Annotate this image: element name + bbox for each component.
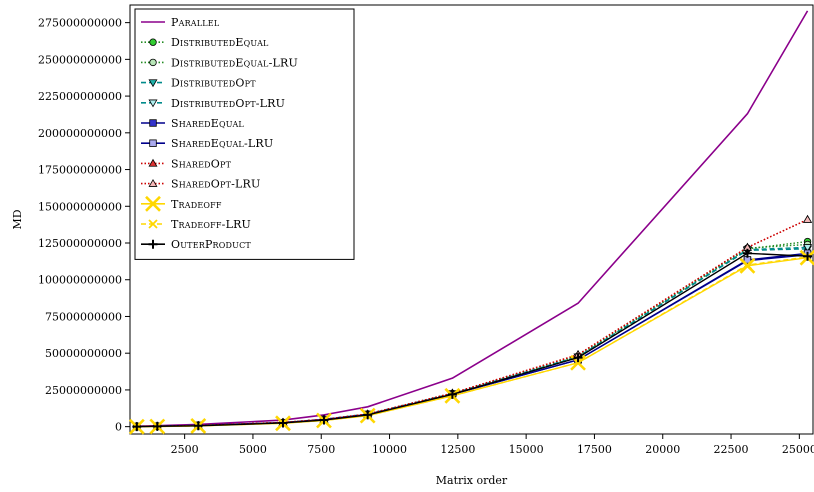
y-tick-label: 200000000000 — [38, 127, 122, 140]
series-line — [136, 10, 809, 428]
legend-label: DistributedEqual-LRU — [171, 56, 298, 69]
x-tick-label: 17500 — [577, 443, 612, 456]
series-line — [136, 243, 808, 428]
data-point — [149, 139, 157, 147]
y-tick-label: 0 — [115, 421, 122, 434]
x-tick-label: 15000 — [509, 443, 544, 456]
legend-entry: SharedEqual-LRU — [141, 137, 273, 150]
legend-label: DistributedOpt-LRU — [171, 97, 285, 110]
y-tick-label: 50000000000 — [45, 347, 122, 360]
legend-label: Tradeoff — [171, 198, 222, 211]
data-point — [803, 244, 813, 253]
legend-entry: SharedOpt-LRU — [141, 178, 260, 191]
data-point — [803, 251, 813, 261]
data-point — [145, 195, 161, 212]
series-line — [136, 218, 808, 428]
series-outerproduct — [132, 248, 813, 432]
y-tick-label: 275000000000 — [38, 17, 122, 30]
data-point — [148, 239, 158, 249]
legend-entry: SharedOpt — [141, 157, 232, 170]
legend-label: DistributedOpt — [171, 77, 256, 90]
data-point — [152, 421, 162, 431]
y-tick-label: 225000000000 — [38, 90, 122, 103]
x-tick-label: 12500 — [440, 443, 475, 456]
legend-label: OuterProduct — [171, 238, 251, 251]
y-tick-label: 125000000000 — [38, 237, 122, 250]
x-axis: 2500 5000 7500 10000 12500 15000 17500 20000 225… — [171, 434, 814, 456]
data-point — [319, 415, 329, 425]
x-tick-label: 5000 — [239, 443, 267, 456]
y-tick-label: 100000000000 — [38, 274, 122, 287]
y-tick-label: 175000000000 — [38, 164, 122, 177]
data-point — [742, 248, 752, 258]
data-point — [149, 38, 157, 46]
legend-label: DistributedEqual — [171, 36, 269, 49]
data-point — [363, 410, 373, 420]
y-axis: 0 25000000000 50000000000 75000000000 100000… — [38, 17, 130, 434]
y-tick-label: 25000000000 — [45, 384, 122, 397]
legend-entry: Tradeoff-LRU — [141, 218, 251, 231]
data-point — [742, 260, 753, 270]
legend-entry: DistributedOpt-LRU — [141, 97, 285, 110]
x-tick-label: 22500 — [714, 443, 749, 456]
data-point — [278, 418, 288, 428]
data-point — [149, 58, 157, 67]
legend-label: Parallel — [171, 16, 220, 29]
series-layer — [128, 10, 814, 435]
x-tick-label: 20000 — [645, 443, 680, 456]
data-point — [148, 178, 158, 187]
data-point — [573, 353, 583, 363]
data-point — [193, 421, 203, 431]
legend-entry: DistributedOpt — [141, 77, 256, 90]
legend: Parallel DistributedEqual DistributedEqual… — [134, 8, 355, 260]
x-tick-label: 10000 — [372, 443, 407, 456]
y-tick-label: 250000000000 — [38, 53, 122, 66]
legend-label: SharedOpt-LRU — [171, 178, 260, 191]
legend-label: SharedEqual-LRU — [171, 137, 273, 150]
data-point — [148, 79, 158, 88]
series-line — [136, 252, 808, 428]
legend-entry: Tradeoff — [141, 195, 222, 212]
data-point — [148, 219, 158, 229]
data-point — [132, 422, 142, 432]
data-point — [149, 119, 157, 127]
y-axis-title: MD — [11, 209, 24, 229]
plot-frame — [129, 4, 814, 435]
data-point — [803, 214, 813, 223]
legend-entry: Parallel — [141, 16, 220, 29]
x-axis-title: Matrix order — [436, 474, 508, 487]
data-point — [573, 358, 583, 368]
legend-label: SharedOpt — [171, 157, 232, 170]
legend-label: SharedEqual — [171, 117, 244, 130]
series-parallel — [136, 10, 809, 428]
legend-entry: SharedEqual — [141, 117, 244, 130]
data-point — [447, 389, 457, 399]
y-tick-label: 75000000000 — [45, 310, 122, 323]
x-tick-label: 7500 — [307, 443, 335, 456]
x-tick-label: 25000 — [782, 443, 814, 456]
x-tick-label: 2500 — [171, 443, 199, 456]
legend-entry: DistributedEqual-LRU — [141, 56, 298, 69]
legend-entry: DistributedEqual — [141, 36, 269, 49]
data-point — [148, 99, 158, 108]
legend-label: Tradeoff-LRU — [171, 218, 251, 231]
legend-box — [134, 8, 355, 260]
data-point — [148, 158, 158, 167]
y-tick-label: 150000000000 — [38, 200, 122, 213]
legend-entry: OuterProduct — [141, 238, 251, 251]
